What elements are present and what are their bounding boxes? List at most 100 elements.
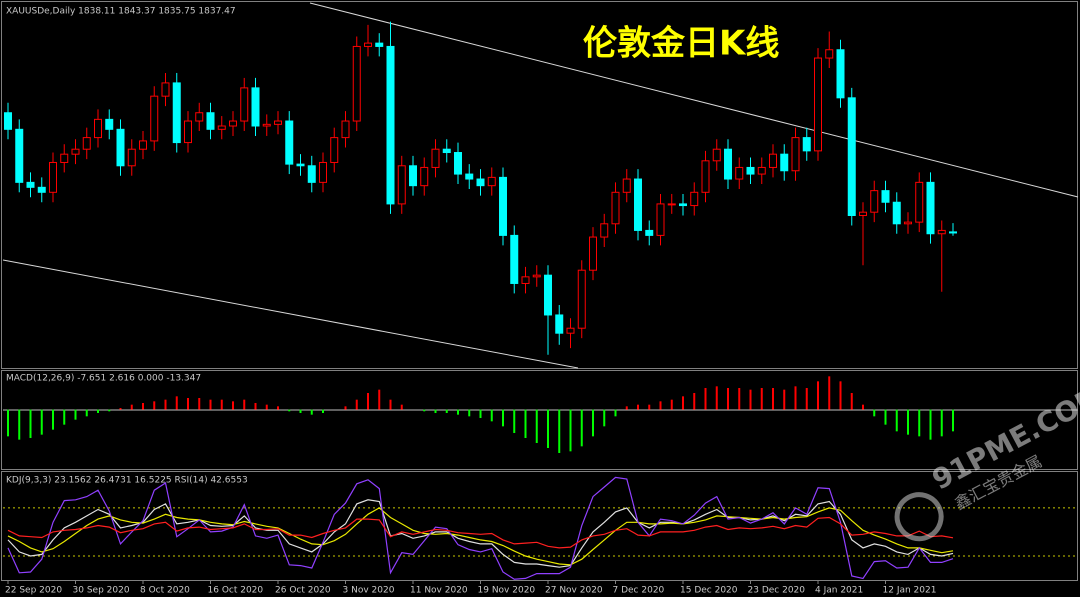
macd-bar bbox=[614, 409, 617, 417]
macd-bar bbox=[682, 396, 684, 410]
watermark-logo bbox=[894, 492, 944, 542]
macd-bar bbox=[310, 409, 313, 415]
candle-body bbox=[712, 148, 721, 162]
macd-bar bbox=[142, 403, 144, 410]
candle-body bbox=[375, 42, 384, 47]
candle-body bbox=[251, 87, 260, 127]
candle-body bbox=[847, 97, 856, 217]
macd-bar bbox=[355, 399, 358, 410]
macd-bar bbox=[738, 388, 741, 410]
macd-bar bbox=[445, 409, 448, 413]
macd-bar bbox=[952, 409, 954, 432]
macd-bar bbox=[490, 409, 493, 422]
candle-body bbox=[521, 276, 530, 284]
candle-body bbox=[15, 128, 24, 183]
candle-body bbox=[724, 148, 732, 180]
trend-line bbox=[2, 259, 579, 369]
macd-bar bbox=[52, 409, 54, 430]
kdj-header: KDJ(9,3,3) 23.1562 26.4731 16.5225 RSI(1… bbox=[6, 476, 248, 486]
x-tick-label: 19 Nov 2020 bbox=[478, 586, 536, 596]
macd-bar bbox=[187, 398, 189, 410]
indicator-line bbox=[7, 507, 954, 566]
candle-body bbox=[105, 118, 114, 130]
candle-body bbox=[71, 148, 80, 155]
candle-body bbox=[645, 229, 654, 236]
macd-bar bbox=[265, 404, 268, 410]
candle-body bbox=[656, 203, 665, 236]
candle-body bbox=[544, 274, 552, 316]
macd-bar bbox=[254, 403, 257, 410]
candle-body bbox=[184, 120, 192, 144]
x-tick-label: 23 Dec 2020 bbox=[748, 586, 806, 596]
macd-bar bbox=[918, 409, 921, 437]
candle-body bbox=[589, 236, 597, 271]
indicator-line bbox=[7, 516, 954, 549]
macd-bar bbox=[164, 399, 167, 410]
macd-bar bbox=[502, 409, 504, 427]
candle-body bbox=[195, 112, 204, 122]
trend-line bbox=[309, 2, 1079, 198]
candle-body bbox=[37, 186, 46, 193]
candle-body bbox=[476, 178, 485, 187]
candle-body bbox=[937, 229, 946, 235]
candle-body bbox=[352, 45, 361, 122]
candle-body bbox=[274, 120, 282, 125]
macd-bar bbox=[457, 409, 459, 415]
macd-bar bbox=[119, 408, 122, 410]
macd-bar bbox=[130, 404, 133, 410]
macd-header: MACD(12,26,9) -7.651 2.616 0.000 -13.347 bbox=[6, 374, 201, 384]
macd-bar bbox=[783, 389, 786, 410]
macd-bar bbox=[153, 401, 156, 410]
macd-bar bbox=[468, 409, 471, 417]
macd-bar bbox=[209, 399, 212, 410]
candle-body bbox=[679, 203, 687, 207]
candle-body bbox=[701, 160, 710, 193]
macd-bar bbox=[479, 409, 482, 418]
candle-body bbox=[442, 148, 451, 154]
x-tick-label: 30 Sep 2020 bbox=[73, 586, 130, 596]
candle-body bbox=[915, 181, 924, 223]
macd-bar bbox=[423, 409, 426, 412]
macd-bar bbox=[243, 399, 246, 410]
candle-body bbox=[566, 327, 575, 334]
candle-body bbox=[94, 118, 102, 139]
macd-bar bbox=[727, 388, 729, 410]
candle-body bbox=[926, 181, 935, 235]
macd-bar bbox=[895, 409, 898, 432]
candle-body bbox=[769, 153, 777, 168]
macd-bar bbox=[74, 409, 77, 420]
macd-bar bbox=[558, 409, 561, 453]
macd-bar bbox=[805, 388, 808, 410]
x-tick-label: 11 Nov 2020 bbox=[410, 586, 468, 596]
candle-body bbox=[127, 148, 136, 167]
candle-body bbox=[600, 223, 609, 238]
macd-bar bbox=[817, 381, 819, 410]
x-tick-label: 7 Dec 2020 bbox=[613, 586, 665, 596]
macd-bar bbox=[29, 409, 32, 438]
candle-body bbox=[454, 152, 462, 175]
macd-bar bbox=[299, 409, 302, 413]
candle-body bbox=[611, 191, 620, 225]
macd-bar bbox=[288, 409, 291, 412]
macd-bar bbox=[873, 409, 876, 417]
macd-bar bbox=[670, 399, 673, 410]
macd-bar bbox=[760, 388, 763, 410]
macd-bar bbox=[828, 376, 831, 410]
macd-bar bbox=[749, 389, 752, 410]
candle-body bbox=[116, 128, 125, 167]
macd-bar bbox=[592, 409, 594, 437]
macd-bar bbox=[344, 406, 347, 410]
candle-body bbox=[780, 153, 789, 172]
candle-body bbox=[859, 211, 867, 217]
candle-body bbox=[172, 82, 181, 144]
candle-body bbox=[836, 49, 845, 99]
macd-bar bbox=[940, 409, 943, 437]
candle-body bbox=[487, 176, 496, 187]
macd-panel-frame bbox=[1, 370, 1078, 470]
x-tick-label: 12 Jan 2021 bbox=[883, 586, 937, 596]
candle-body bbox=[285, 120, 294, 165]
macd-bar bbox=[794, 386, 797, 410]
candle-body bbox=[802, 137, 811, 152]
macd-bar bbox=[637, 404, 639, 410]
macd-bar bbox=[378, 389, 381, 410]
